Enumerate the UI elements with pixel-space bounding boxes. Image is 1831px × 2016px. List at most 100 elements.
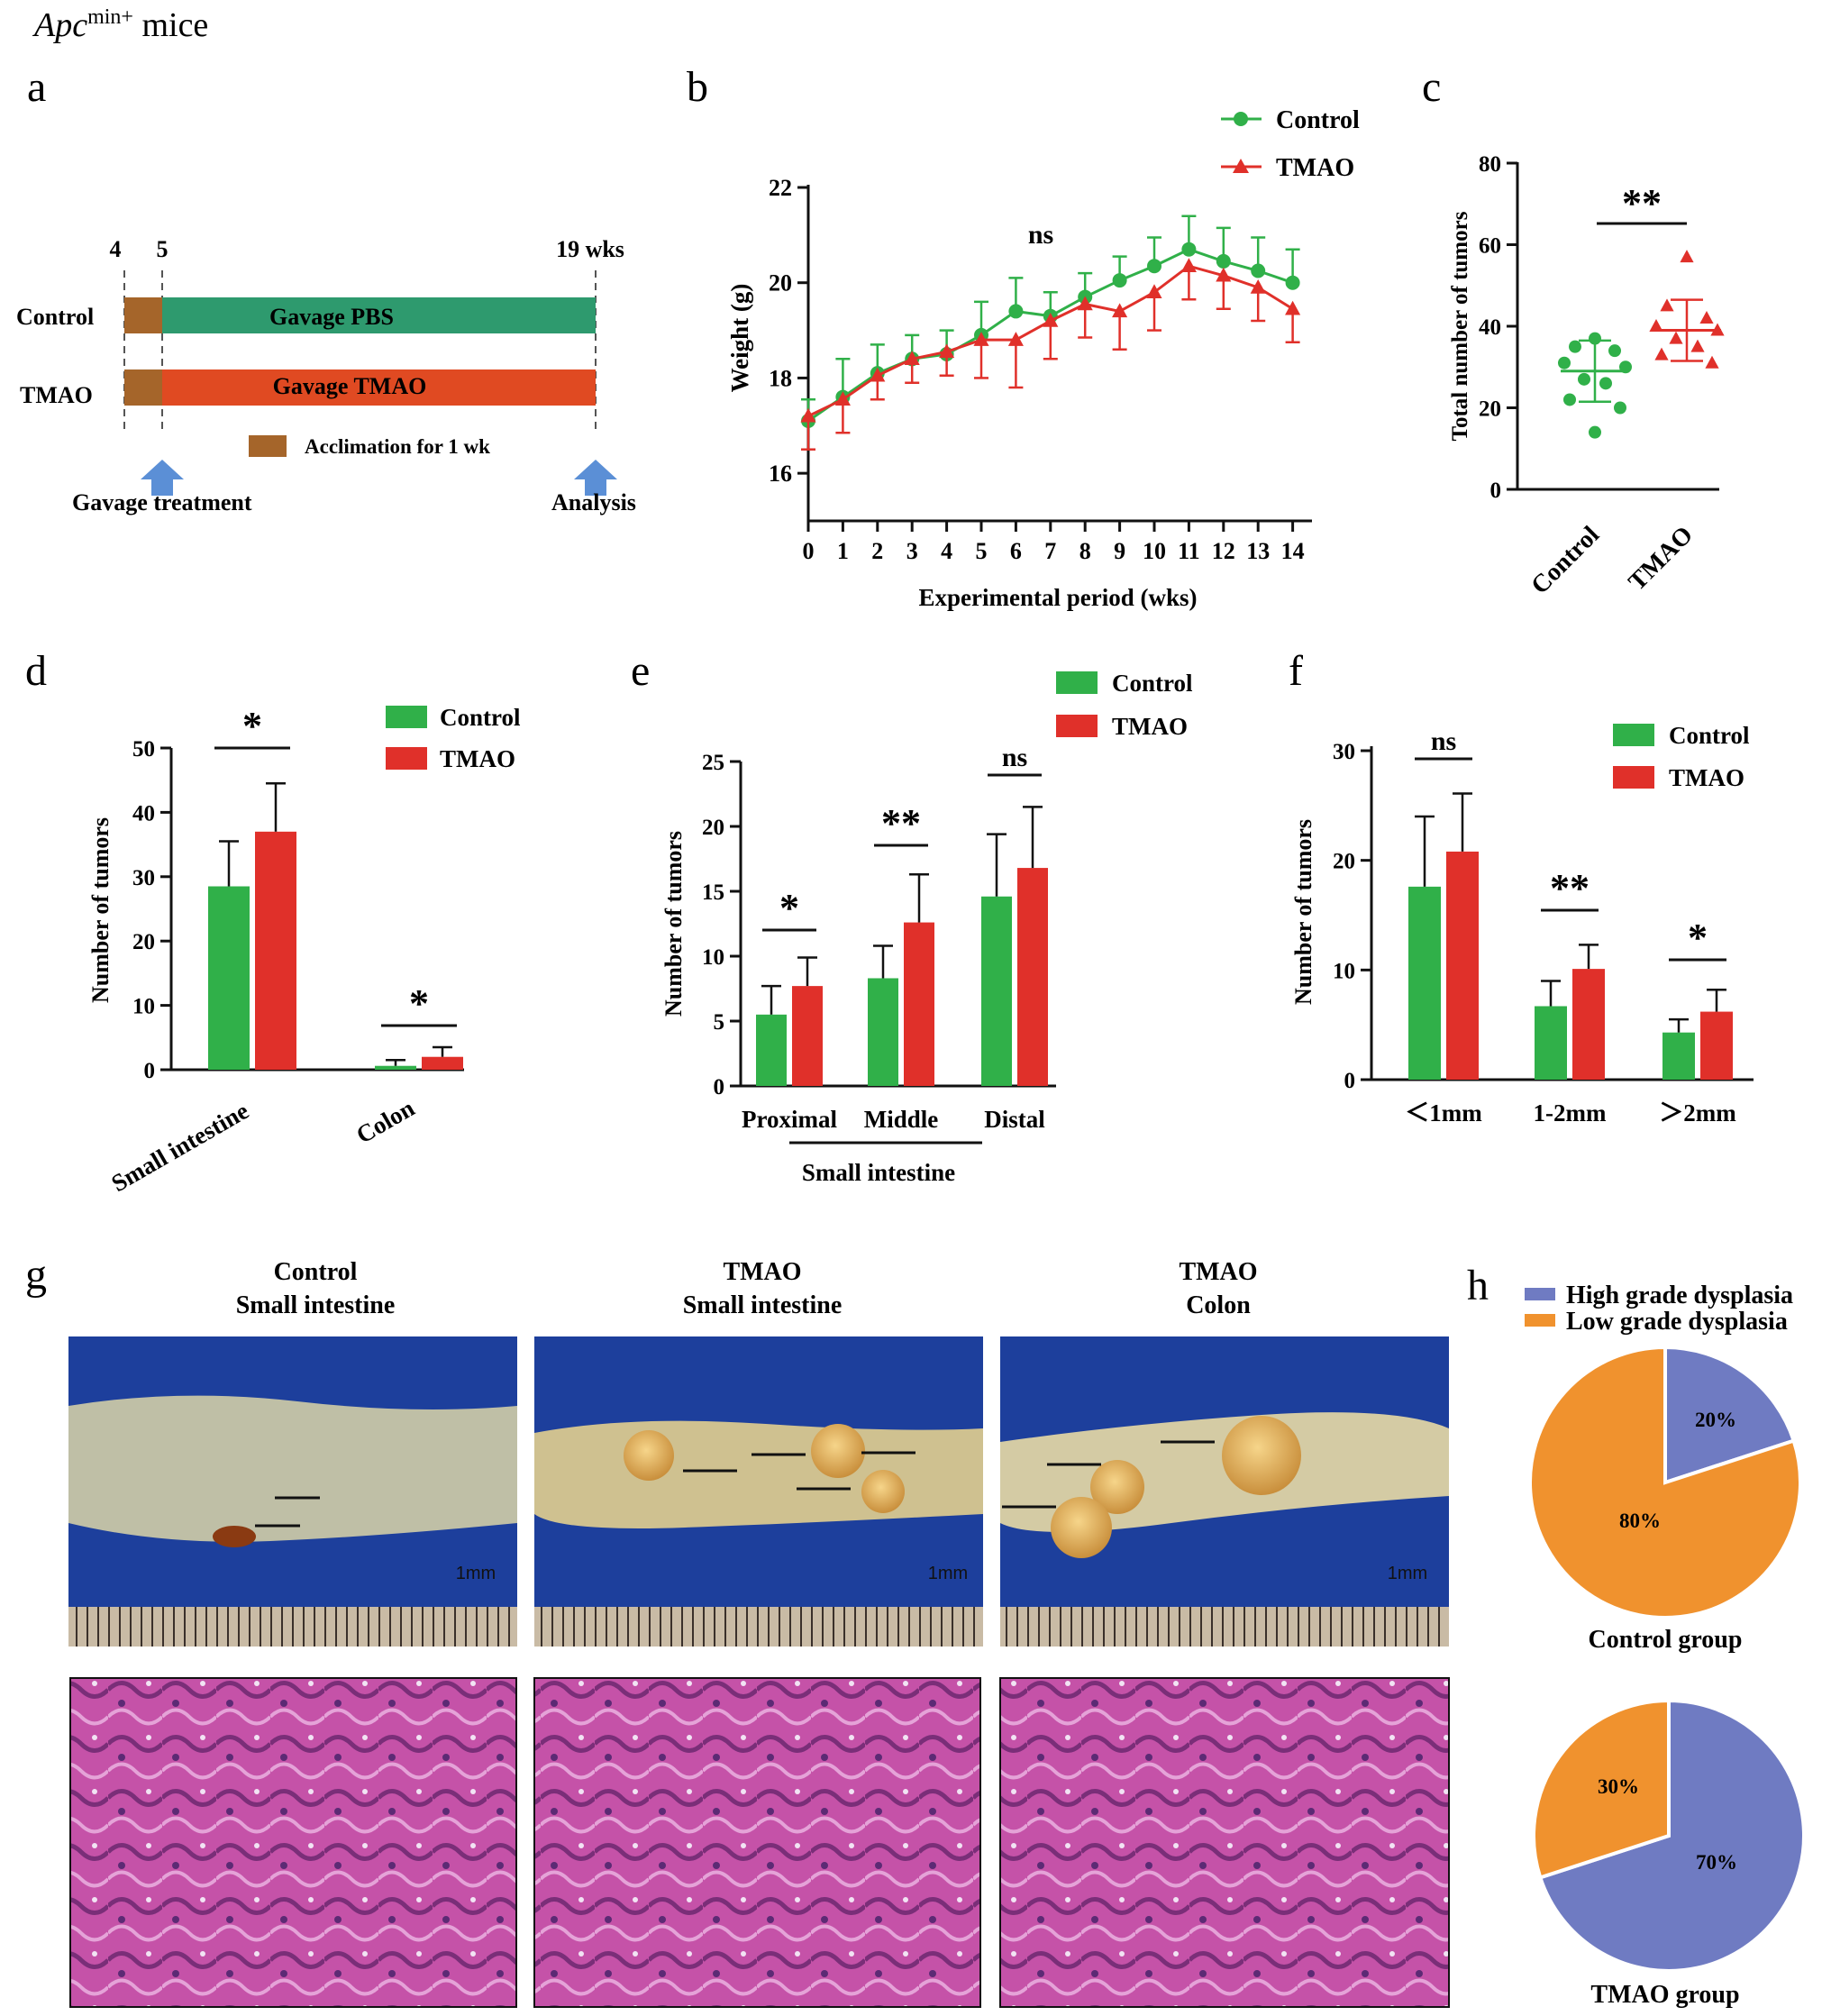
pie-slice-label: 70% bbox=[1696, 1851, 1737, 1874]
pie-title-tmao: TMAO group bbox=[1590, 1981, 1739, 2009]
y-tick-label: 30 bbox=[1333, 740, 1355, 764]
x-tick-label: 4 bbox=[941, 538, 952, 564]
y-tick-label: 22 bbox=[769, 175, 792, 201]
legend-label-tmao: TMAO bbox=[1276, 154, 1354, 182]
y-tick-label: 20 bbox=[132, 930, 155, 954]
acclimation-bar-control bbox=[124, 297, 162, 333]
bar-control bbox=[1408, 886, 1441, 1080]
data-point-tmao bbox=[939, 343, 955, 359]
y-axis-label: Weight (g) bbox=[726, 284, 753, 393]
image-title-3-line2: Colon bbox=[1186, 1291, 1251, 1319]
legend-label-control: Control bbox=[1112, 670, 1193, 697]
acclimation-legend-swatch bbox=[249, 435, 287, 457]
data-point-tmao bbox=[1285, 300, 1301, 315]
y-axis-label: Number of tumors bbox=[87, 817, 114, 1003]
image-title-1-line2: Small intestine bbox=[236, 1291, 396, 1319]
x-tick-label: 5 bbox=[976, 538, 988, 564]
x-tick-label: 13 bbox=[1246, 538, 1270, 564]
legend-swatch-control bbox=[1613, 724, 1654, 746]
x-tick-label: 6 bbox=[1010, 538, 1022, 564]
x-tick-control: Control bbox=[1526, 521, 1605, 600]
x-tick-label: 10 bbox=[1143, 538, 1166, 564]
y-tick-label: 20 bbox=[1479, 397, 1501, 422]
row-label-tmao: TMAO bbox=[20, 382, 93, 408]
y-tick-label: 0 bbox=[714, 1075, 725, 1099]
x-tick-label: 12 bbox=[1212, 538, 1235, 564]
bar-tmao bbox=[792, 986, 823, 1086]
y-tick-label: 50 bbox=[132, 737, 155, 762]
bar-control bbox=[868, 978, 898, 1086]
data-point-tmao bbox=[1680, 250, 1694, 263]
panel-c-scatter: 0 20 40 60 80 Total number of tumors Control… bbox=[1448, 152, 1725, 600]
panel-letter-d: d bbox=[25, 647, 47, 695]
gavage-label-tmao: Gavage TMAO bbox=[273, 373, 427, 399]
data-point-tmao bbox=[904, 351, 920, 366]
y-tick-label: 20 bbox=[702, 816, 724, 840]
x-tick-label: 14 bbox=[1281, 538, 1305, 564]
data-point-tmao bbox=[1669, 331, 1683, 344]
y-axis-label: Total number of tumors bbox=[1448, 211, 1472, 441]
row-label-control: Control bbox=[16, 304, 94, 330]
panel-letter-h: h bbox=[1467, 1262, 1489, 1309]
y-tick-label: 5 bbox=[714, 1010, 725, 1035]
tick-week-5: 5 bbox=[157, 236, 169, 262]
bar-tmao bbox=[1572, 969, 1605, 1080]
data-point-tmao bbox=[1660, 298, 1674, 312]
image-title-1-line1: Control bbox=[274, 1258, 358, 1286]
data-point-tmao bbox=[1216, 267, 1232, 282]
data-point-control bbox=[1008, 304, 1024, 319]
arrow-up-icon bbox=[141, 460, 184, 496]
legend-swatch-control bbox=[386, 706, 427, 728]
significance-label: * bbox=[409, 981, 429, 1026]
pie-slice bbox=[1663, 1345, 1797, 1485]
histology-control-small-intestine bbox=[69, 1677, 517, 2008]
bar-tmao bbox=[1017, 868, 1048, 1086]
significance-label: ** bbox=[881, 801, 921, 845]
y-tick-label: 0 bbox=[1490, 479, 1502, 503]
legend-label-control: Control bbox=[1669, 722, 1750, 749]
y-tick-label: 0 bbox=[1344, 1069, 1356, 1093]
data-point-tmao bbox=[1146, 284, 1162, 299]
data-point-tmao bbox=[1690, 339, 1705, 352]
data-point-tmao bbox=[1250, 279, 1266, 294]
legend: Control TMAO bbox=[1056, 670, 1193, 740]
data-point-tmao bbox=[1180, 258, 1197, 272]
bar-tmao bbox=[255, 831, 296, 1070]
legend: Control TMAO bbox=[1613, 722, 1750, 791]
arrow-up-icon bbox=[574, 460, 617, 496]
acclimation-legend-label: Acclimation for 1 wk bbox=[305, 435, 490, 458]
gross-photo-tmao-small-intestine: 1mm bbox=[534, 1336, 983, 1647]
legend-label-tmao: TMAO bbox=[1112, 713, 1188, 740]
panel-a-timeline: 4 5 19 wks Control Gavage PBS TMAO Gavag… bbox=[16, 236, 636, 515]
gross-photo-tmao-colon: 1mm bbox=[1000, 1336, 1449, 1647]
legend-swatch-tmao bbox=[1613, 766, 1654, 789]
legend-label-tmao: TMAO bbox=[440, 745, 515, 772]
x-tick-label: 2 bbox=[871, 538, 883, 564]
data-point-tmao bbox=[870, 367, 886, 382]
panel-letter-b: b bbox=[687, 63, 708, 111]
x-tick-label: 1 bbox=[837, 538, 849, 564]
data-point-tmao bbox=[834, 391, 851, 406]
data-point-tmao bbox=[1649, 319, 1663, 332]
bar-control bbox=[981, 896, 1012, 1086]
legend-label-tmao: TMAO bbox=[1669, 764, 1744, 791]
bar-tmao bbox=[904, 922, 934, 1086]
figure-header: Apcmin+ mice bbox=[32, 5, 208, 44]
pie-slice bbox=[1528, 1345, 1802, 1619]
y-tick-label: 20 bbox=[1333, 850, 1355, 874]
bar-control bbox=[756, 1014, 787, 1086]
x-tick-label: ＜1mm bbox=[1405, 1099, 1482, 1127]
legend-swatch-tmao bbox=[386, 747, 427, 770]
legend-swatch-low-grade bbox=[1525, 1314, 1555, 1327]
y-axis-label: Number of tumors bbox=[660, 831, 687, 1017]
x-tick-label: 7 bbox=[1044, 538, 1056, 564]
data-point-tmao bbox=[1654, 347, 1669, 360]
bar-control bbox=[208, 886, 250, 1070]
label-gavage-treatment: Gavage treatment bbox=[72, 489, 252, 515]
histology-tmao-colon bbox=[999, 1677, 1450, 2008]
tick-week-4: 4 bbox=[110, 236, 122, 262]
significance-stars: ** bbox=[1622, 181, 1662, 225]
y-tick-label: 10 bbox=[702, 945, 724, 970]
y-tick-label: 60 bbox=[1479, 234, 1501, 259]
